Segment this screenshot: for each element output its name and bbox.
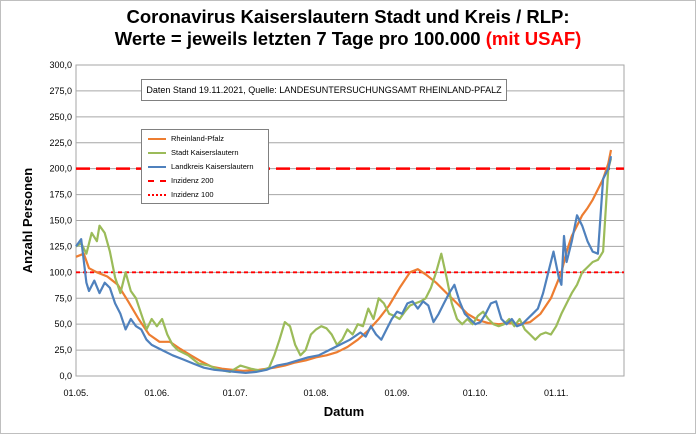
legend-item-landkreis: Landkreis Kaiserslautern [148,160,268,174]
data-source-note: Daten Stand 19.11.2021, Quelle: LANDESUN… [141,79,507,101]
y-tick-label-0: 0,0 [59,371,72,381]
y-tick-label-7: 175,0 [49,190,72,200]
y-tick-label-10: 250,0 [49,112,72,122]
x-tick-label-3: 01.08. [304,388,329,398]
legend-label-rlp: Rheinland-Pfalz [171,134,224,143]
legend-item-stadt: Stadt Kaiserslautern [148,146,268,160]
legend-item-inzidenz-200: Inzidenz 200 [148,174,268,188]
x-axis-label: Datum [324,404,364,419]
plot-area-border [75,64,625,377]
legend-swatch-inzidenz-100 [148,194,166,196]
legend-label-stadt: Stadt Kaiserslautern [171,148,239,157]
title-line-2-main: Werte = jeweils letzten 7 Tage pro 100.0… [114,28,481,49]
title-line-2: Werte = jeweils letzten 7 Tage pro 100.0… [0,28,696,50]
y-tick-label-6: 150,0 [49,216,72,226]
y-axis-label: Anzahl Personen [20,168,35,274]
series-line-landkreis-kaiserslautern [75,155,613,374]
title-suffix: (mit USAF) [485,28,582,49]
y-tick-label-4: 100,0 [49,267,72,277]
series-line-stadt-kaiserslautern [75,158,613,373]
x-tick-label-5: 01.10. [463,388,488,398]
y-tick-label-5: 125,0 [49,241,72,251]
y-tick-label-9: 225,0 [49,138,72,148]
legend-label-inzidenz-100: Inzidenz 100 [171,190,214,199]
y-tick-label-1: 25,0 [54,345,72,355]
y-tick-label-12: 300,0 [49,60,72,70]
legend-label-landkreis: Landkreis Kaiserslautern [171,162,254,171]
x-tick-label-0: 01.05. [63,388,88,398]
y-tick-label-8: 200,0 [49,164,72,174]
legend-swatch-landkreis [148,166,166,168]
legend-item-rlp: Rheinland-Pfalz [148,132,268,146]
y-tick-label-11: 275,0 [49,86,72,96]
x-tick-label-2: 01.07. [223,388,248,398]
x-tick-label-6: 01.11. [544,388,568,398]
chart-title: Coronavirus Kaiserslautern Stadt und Kre… [0,6,696,50]
legend-label-inzidenz-200: Inzidenz 200 [171,176,214,185]
y-tick-label-2: 50,0 [54,319,72,329]
y-tick-label-3: 75,0 [54,293,72,303]
series-line-rheinland-pfalz [75,149,613,372]
title-line-1: Coronavirus Kaiserslautern Stadt und Kre… [126,6,570,27]
x-tick-label-4: 01.09. [384,388,409,398]
legend-item-inzidenz-100: Inzidenz 100 [148,188,268,202]
legend-swatch-inzidenz-200 [148,180,166,182]
x-tick-label-1: 01.06. [144,388,169,398]
legend-swatch-rlp [148,138,166,140]
legend-swatch-stadt [148,152,166,154]
chart-legend: Rheinland-Pfalz Stadt Kaiserslautern Lan… [141,129,269,204]
